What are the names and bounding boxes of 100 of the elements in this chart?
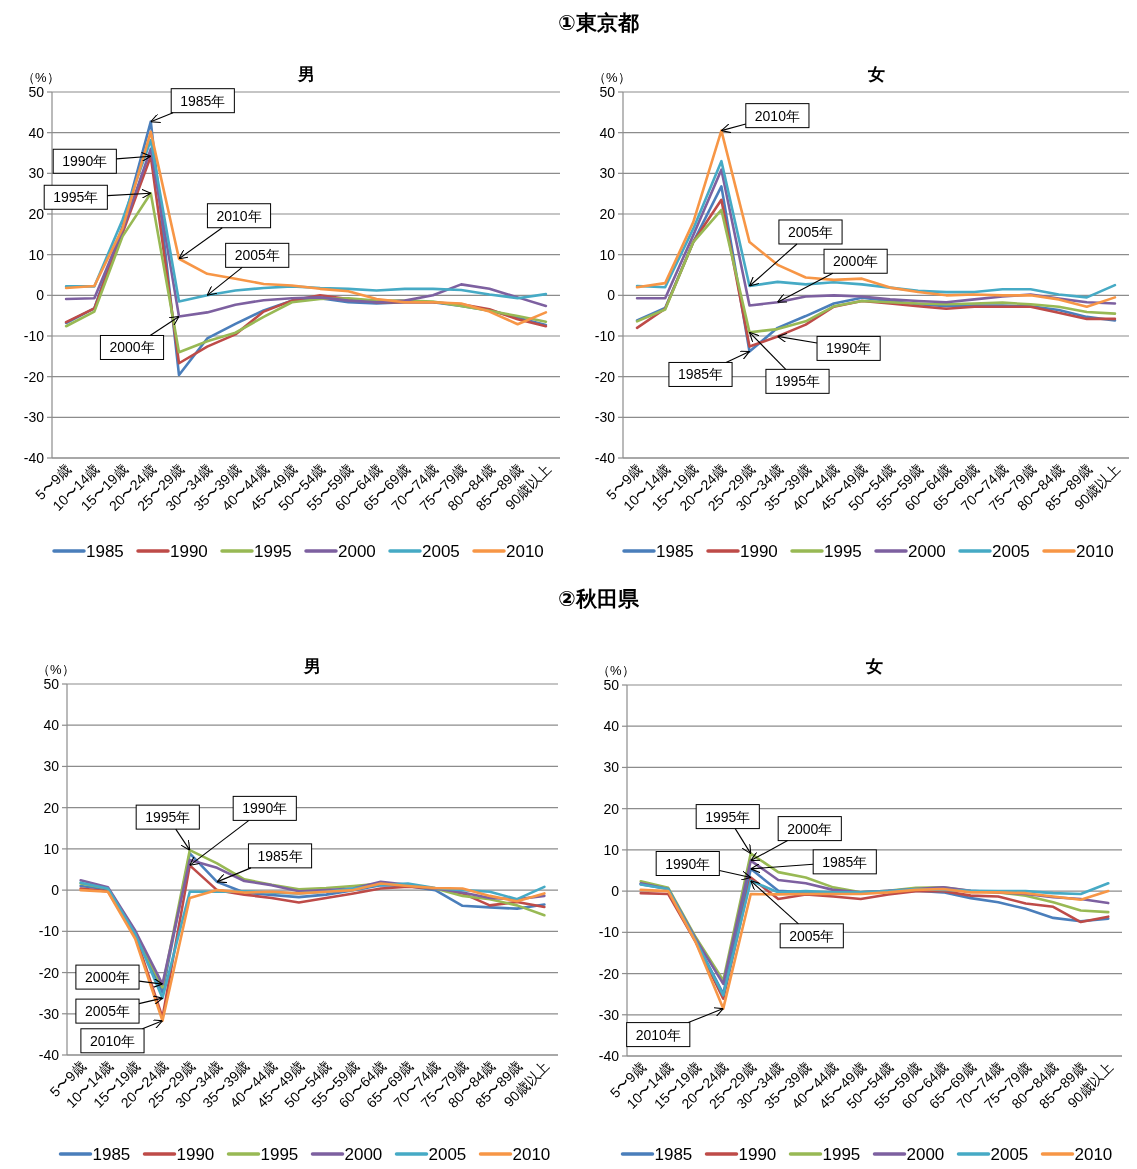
annotation: 2010年 bbox=[626, 1022, 691, 1048]
y-tick-label: -40 bbox=[598, 1048, 620, 1064]
y-tick-label: 30 bbox=[603, 759, 620, 776]
annotation: 2000年 bbox=[833, 253, 879, 270]
annotation: 1985年 bbox=[170, 88, 235, 114]
annotation: 1995年 bbox=[765, 368, 830, 394]
annotation: 1995年 bbox=[774, 373, 821, 390]
annotation: 1995年 bbox=[695, 804, 760, 830]
annotation: 1990年 bbox=[655, 851, 720, 876]
annotation: 1985年 bbox=[247, 843, 313, 869]
legend-label: 1995 bbox=[824, 542, 862, 561]
y-tick-label: 20 bbox=[599, 206, 616, 222]
y-tick-label: 40 bbox=[603, 718, 620, 735]
annotation: 1990年 bbox=[665, 855, 711, 872]
legend-label: 1990 bbox=[740, 542, 778, 561]
legend-label: 2005 bbox=[428, 1145, 467, 1164]
annotation: 1985年 bbox=[812, 849, 877, 875]
y-axis-title: （%） bbox=[37, 662, 75, 677]
annotation: 2000年 bbox=[823, 248, 888, 274]
y-tick-label: 20 bbox=[43, 799, 60, 816]
annotation: 1990年 bbox=[242, 800, 288, 817]
y-tick-label: -30 bbox=[594, 409, 616, 426]
annotation: 1990年 bbox=[826, 340, 872, 357]
y-tick-label: -20 bbox=[598, 965, 620, 982]
annotation: 1985年 bbox=[668, 361, 733, 387]
y-tick-label: -40 bbox=[38, 1047, 60, 1063]
annotation: 1985年 bbox=[677, 366, 724, 383]
y-tick-label: 40 bbox=[28, 124, 45, 141]
y-tick-label: 0 bbox=[607, 287, 616, 304]
y-tick-label: 40 bbox=[599, 124, 616, 141]
legend-label: 1990 bbox=[170, 542, 208, 561]
y-tick-label: 0 bbox=[36, 287, 45, 304]
y-tick-label: -30 bbox=[598, 1006, 620, 1023]
legend-label: 1995 bbox=[822, 1145, 861, 1164]
legend-label: 2010 bbox=[512, 1145, 551, 1164]
y-axis-title: （%） bbox=[597, 663, 635, 678]
y-tick-label: -10 bbox=[598, 924, 620, 941]
y-tick-label: -20 bbox=[23, 368, 45, 385]
annotation: 2000年 bbox=[787, 820, 833, 837]
annotation: 1990年 bbox=[62, 153, 108, 170]
legend-label: 2005 bbox=[990, 1145, 1029, 1164]
y-tick-label: -10 bbox=[594, 328, 616, 344]
y-tick-label: -20 bbox=[38, 964, 60, 981]
y-tick-label: 40 bbox=[43, 717, 60, 734]
annotation: 2000年 bbox=[84, 969, 131, 986]
y-tick-label: 0 bbox=[51, 882, 60, 899]
annotation: 1995年 bbox=[145, 809, 191, 826]
y-axis-title: （%） bbox=[22, 70, 60, 85]
y-tick-label: 10 bbox=[599, 246, 616, 263]
y-tick-label: 30 bbox=[599, 165, 616, 182]
annotation: 2005年 bbox=[779, 923, 844, 949]
legend-label: 2010 bbox=[506, 542, 544, 561]
annotation: 2010年 bbox=[216, 207, 262, 224]
text: ①東京都 bbox=[558, 11, 639, 34]
y-tick-label: -30 bbox=[23, 409, 45, 426]
y-tick-label: 30 bbox=[28, 165, 45, 182]
text: ②秋田県 bbox=[558, 587, 640, 610]
y-tick-label: 30 bbox=[43, 758, 60, 775]
annotation: 2005年 bbox=[84, 1003, 131, 1020]
annotation: 2010年 bbox=[635, 1026, 681, 1043]
y-tick-label: 0 bbox=[611, 883, 620, 900]
legend-label: 2000 bbox=[338, 542, 376, 561]
annotation: 1995年 bbox=[43, 184, 108, 210]
annotation: 1985年 bbox=[822, 853, 868, 870]
legend-label: 1995 bbox=[260, 1145, 299, 1164]
annotation: 1990年 bbox=[816, 335, 881, 361]
y-tick-label: 50 bbox=[599, 84, 616, 100]
legend-label: 2000 bbox=[344, 1145, 383, 1164]
legend-label: 2010 bbox=[1074, 1145, 1113, 1164]
annotation: 1990年 bbox=[232, 795, 297, 821]
legend-label: 2005 bbox=[992, 542, 1030, 561]
chart-title: 男 bbox=[303, 657, 321, 676]
y-tick-label: -30 bbox=[38, 1005, 60, 1022]
annotation: 2010年 bbox=[754, 107, 800, 124]
annotation: 1990年 bbox=[52, 148, 117, 174]
annotation: 2000年 bbox=[75, 964, 140, 990]
annotation: 2005年 bbox=[234, 247, 280, 264]
legend-label: 1990 bbox=[176, 1145, 215, 1164]
legend-label: 2000 bbox=[906, 1145, 945, 1164]
legend-label: 1995 bbox=[254, 542, 292, 561]
annotation: 1985年 bbox=[257, 847, 303, 864]
annotation: 2000年 bbox=[109, 339, 155, 356]
y-tick-label: 10 bbox=[603, 841, 620, 858]
chart-title: 男 bbox=[296, 65, 315, 84]
legend-label: 2010 bbox=[1076, 542, 1114, 561]
annotation: 2000年 bbox=[777, 816, 842, 842]
legend-label: 1985 bbox=[654, 1145, 693, 1164]
legend-label: 2005 bbox=[422, 542, 460, 561]
annotation: 2005年 bbox=[75, 998, 140, 1024]
annotation: 1985年 bbox=[180, 92, 226, 109]
y-tick-label: -10 bbox=[38, 923, 60, 940]
legend-label: 2000 bbox=[908, 542, 946, 561]
y-tick-label: 20 bbox=[28, 206, 45, 222]
y-axis-title: （%） bbox=[593, 70, 631, 85]
y-tick-label: 10 bbox=[28, 246, 45, 263]
y-tick-label: 50 bbox=[603, 677, 620, 693]
legend-label: 1985 bbox=[656, 542, 694, 561]
y-tick-label: -20 bbox=[594, 368, 616, 385]
legend-label: 1985 bbox=[92, 1145, 131, 1164]
annotation: 2010年 bbox=[206, 203, 272, 229]
